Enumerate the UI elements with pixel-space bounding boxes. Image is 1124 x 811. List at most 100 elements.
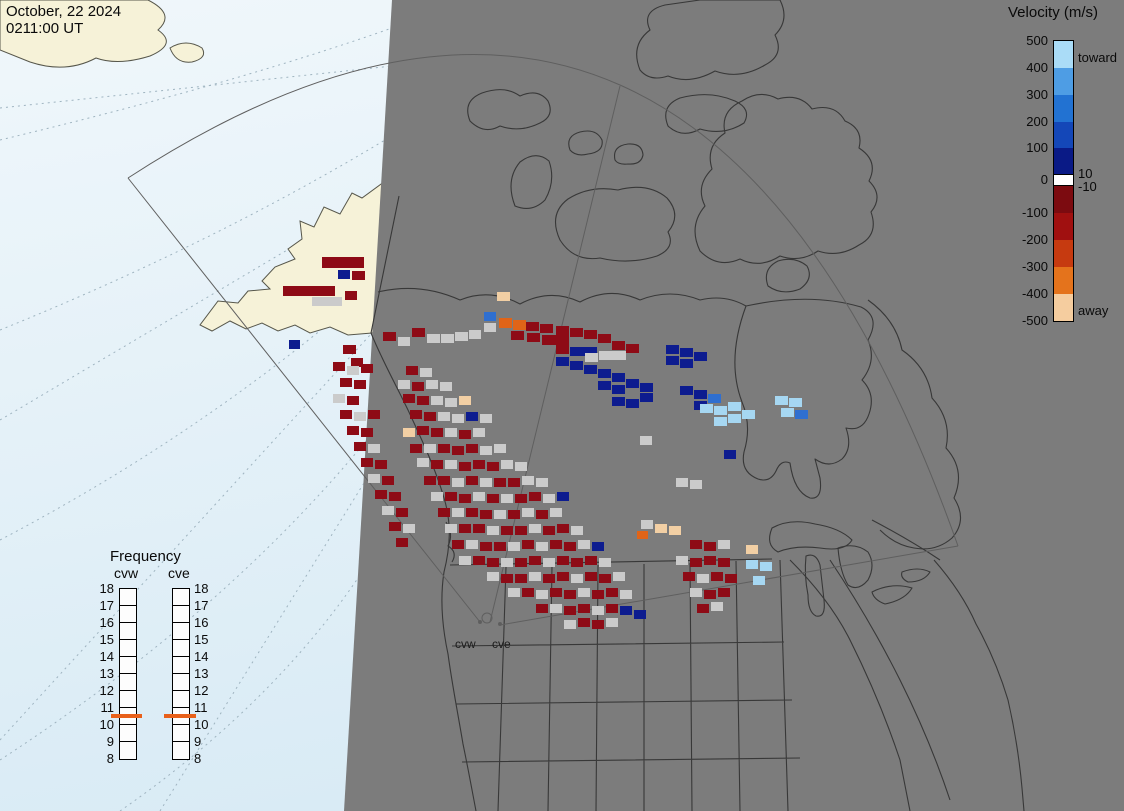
velocity-cell (515, 574, 527, 583)
velocity-cell (789, 398, 802, 407)
frequency-scale-line (173, 656, 189, 657)
velocity-cell (445, 492, 457, 501)
velocity-cell (694, 390, 707, 399)
velocity-cell (585, 556, 597, 565)
velocity-cell (438, 412, 450, 421)
frequency-tick-label: 18 (194, 581, 209, 596)
velocity-cell (626, 344, 639, 353)
velocity-cell (585, 353, 598, 362)
velocity-cell (714, 417, 727, 426)
velocity-cell (556, 357, 569, 366)
velocity-cell (497, 292, 510, 301)
velocity-cell (487, 558, 499, 567)
colorbar-segment (1054, 213, 1073, 240)
velocity-cell (466, 444, 478, 453)
frequency-tick-label: 17 (99, 598, 114, 613)
velocity-cell (550, 588, 562, 597)
velocity-cell (556, 326, 569, 335)
velocity-cell (333, 362, 345, 371)
velocity-cell (501, 526, 513, 535)
velocity-cell (445, 524, 457, 533)
frequency-scale-cvw (119, 588, 137, 760)
frequency-scale-line (120, 741, 136, 742)
map-label-cve: cve (492, 637, 511, 651)
velocity-cell (515, 558, 527, 567)
velocity-cell (725, 574, 737, 583)
velocity-cell (598, 381, 611, 390)
frequency-cvw-label: cvw (114, 565, 139, 581)
velocity-cell (578, 618, 590, 627)
velocity-cell (396, 508, 408, 517)
baffin-island (694, 93, 878, 264)
velocity-cell (466, 412, 478, 421)
frequency-tick-label: 15 (99, 632, 114, 647)
velocity-cell (578, 540, 590, 549)
frequency-scale-line (120, 656, 136, 657)
velocity-cell (412, 328, 425, 337)
velocity-cell (494, 478, 506, 487)
velocity-cell (564, 542, 576, 551)
colorbar-segment (1054, 41, 1073, 68)
velocity-cell (704, 556, 716, 565)
velocity-cell (410, 410, 422, 419)
frequency-tick-label: 9 (194, 734, 202, 749)
velocity-cell (612, 397, 625, 406)
velocity-cell (283, 286, 335, 296)
velocity-cell (683, 572, 695, 581)
alaska-landmass (199, 175, 393, 336)
velocity-cell (775, 396, 788, 405)
velocity-cell (564, 590, 576, 599)
velocity-cell (612, 373, 625, 382)
legend-tick-label: 500 (1026, 33, 1048, 48)
velocity-cell (501, 494, 513, 503)
legend-tick-label: -300 (1021, 259, 1048, 274)
frequency-scale-line (173, 690, 189, 691)
colorbar-segment (1054, 186, 1073, 213)
velocity-cell (585, 572, 597, 581)
lake-ontario (901, 568, 931, 583)
colorbar-segment (1054, 148, 1073, 174)
date-text: October, 22 2024 (6, 3, 122, 20)
legend-tick-label: -10 (1078, 179, 1097, 194)
velocity-cell (459, 462, 471, 471)
velocity-cell (522, 476, 534, 485)
appalachian-borders (789, 559, 951, 811)
velocity-cell (620, 590, 632, 599)
velocity-cell (431, 428, 443, 437)
velocity-cell (487, 462, 499, 471)
velocity-cell (714, 406, 727, 415)
velocity-cell (312, 297, 342, 306)
velocity-cell (406, 366, 418, 375)
velocity-cell (584, 330, 597, 339)
coastlines-borders (370, 0, 1025, 811)
velocity-cell (354, 442, 366, 451)
atlantic-coast (933, 559, 1025, 811)
velocity-cell (708, 394, 721, 403)
velocity-cell (375, 490, 387, 499)
velocity-cell (557, 556, 569, 565)
velocity-cell (718, 540, 730, 549)
legend-tick-label: -500 (1021, 313, 1048, 328)
velocity-cell (361, 458, 373, 467)
velocity-cell (592, 590, 604, 599)
radar-site-marker (481, 612, 493, 624)
velocity-cell (382, 476, 394, 485)
banks-island (510, 155, 553, 209)
velocity-cell (410, 444, 422, 453)
velocity-cell (403, 428, 415, 437)
velocity-cell (704, 590, 716, 599)
velocity-cell (361, 428, 373, 437)
velocity-cell (412, 382, 424, 391)
lake-superior (769, 521, 853, 553)
legend-tick-label: 200 (1026, 114, 1048, 129)
velocity-cell (459, 396, 471, 405)
colorbar-segment (1054, 95, 1073, 122)
velocity-cell (690, 540, 702, 549)
velocity-cell (441, 334, 454, 343)
small-arctic-islands (568, 130, 644, 165)
velocity-cell (368, 474, 380, 483)
lake-michigan (804, 554, 825, 617)
frequency-tick-label: 16 (194, 615, 209, 630)
velocity-cell (501, 558, 513, 567)
velocity-cell (522, 540, 534, 549)
